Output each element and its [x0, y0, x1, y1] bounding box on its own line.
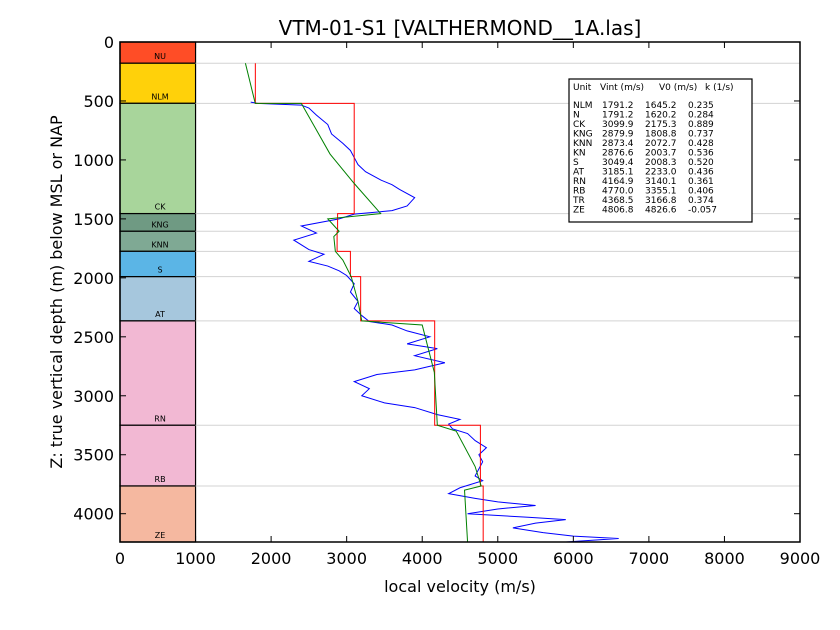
legend-cell: 0.428 [688, 139, 714, 149]
unit-label-nlm: NLM [151, 92, 168, 101]
legend-cell: 4826.6 [645, 206, 677, 216]
legend-cell: CK [573, 120, 586, 130]
y-tick-label: 2500 [73, 328, 114, 347]
x-tick-label: 0 [115, 549, 125, 568]
legend-cell: 3355.1 [645, 187, 677, 197]
legend-cell: 3099.9 [602, 120, 634, 130]
unit-label-ck: CK [155, 203, 167, 212]
legend-cell: 0.737 [688, 130, 714, 140]
velocity-log-line [250, 101, 619, 543]
y-tick-label: 4000 [73, 505, 114, 524]
legend-cell: 2008.3 [645, 158, 677, 168]
x-tick-label: 9000 [780, 549, 821, 568]
legend-cell: 3185.1 [602, 168, 634, 178]
legend-cell: 0.406 [688, 187, 714, 197]
legend-header-cell: k (1/s) [705, 83, 734, 93]
interval-velocity-line [254, 63, 484, 542]
legend-cell: 2879.9 [602, 130, 634, 140]
stratigraphic-units: NU NLM CK KNG KNN S AT RN RB ZE [119, 41, 197, 543]
unit-label-ze: ZE [155, 531, 166, 540]
unit-block-nlm [119, 62, 197, 104]
legend-header-cell: Vint (m/s) [600, 83, 644, 93]
unit-label-knn: KNN [151, 240, 168, 249]
legend-cell: 4164.9 [602, 177, 634, 187]
legend-cell: RB [573, 187, 585, 197]
x-tick-label: 5000 [477, 549, 518, 568]
legend-cell: 2873.4 [602, 139, 634, 149]
unit-label-kng: KNG [151, 220, 168, 229]
x-tick-label: 2000 [251, 549, 292, 568]
y-axis-label: Z: true vertical depth (m) below MSL or … [47, 115, 66, 469]
legend-cell: 3049.4 [602, 158, 634, 168]
x-tick-label: 6000 [553, 549, 594, 568]
y-tick-label: 1000 [73, 151, 114, 170]
y-tick-label: 3000 [73, 387, 114, 406]
plot-frame [119, 41, 801, 543]
legend-cell: 2072.7 [645, 139, 677, 149]
legend-cell: 0.235 [688, 101, 714, 111]
y-tick-label: 1500 [73, 210, 114, 229]
axis-ticks: 0 1000 2000 3000 4000 5000 6000 7000 8000 9000 0 50… [73, 33, 820, 568]
x-tick-label: 8000 [704, 549, 745, 568]
legend-box [568, 78, 753, 223]
legend-cell: RN [573, 177, 586, 187]
legend-cell: 0.436 [688, 168, 714, 178]
legend-cell: AT [573, 168, 584, 178]
plot-lines [244, 63, 619, 543]
legend-cell: 0.889 [688, 120, 714, 130]
y-tick-label: 500 [83, 92, 114, 111]
x-axis-label: local velocity (m/s) [384, 577, 536, 596]
legend-cell: KNG [573, 130, 593, 140]
unit-label-nu: NU [154, 52, 166, 61]
legend-cell: 2175.3 [645, 120, 677, 130]
legend-cell: 0.284 [688, 111, 714, 121]
legend-cell: 0.361 [688, 177, 714, 187]
legend-cell: 1645.2 [645, 101, 677, 111]
legend-cell: N [573, 111, 580, 121]
legend-cell: 2003.7 [645, 149, 677, 159]
y-tick-label: 3500 [73, 446, 114, 465]
y-tick-label: 2000 [73, 269, 114, 288]
chart-title: VTM-01-S1 [VALTHERMOND__1A.las] [279, 16, 642, 40]
unit-label-s: S [158, 266, 163, 275]
legend-table: Unit Vint (m/s) V0 (m/s) k (1/s) NLM 1791.2 16… [568, 78, 753, 223]
legend-cell: 4368.5 [602, 196, 634, 206]
legend-cell: 1791.2 [602, 101, 634, 111]
legend-cell: ZE [573, 206, 585, 216]
legend-cell: -0.057 [688, 206, 717, 216]
unit-label-rb: RB [155, 475, 166, 484]
unit-label-rn: RN [154, 414, 166, 423]
x-tick-label: 1000 [175, 549, 216, 568]
legend-cell: 2876.6 [602, 149, 634, 159]
x-tick-label: 3000 [326, 549, 367, 568]
legend-cell: KNN [573, 139, 592, 149]
legend-cell: 0.536 [688, 149, 714, 159]
legend-cell: 1620.2 [645, 111, 677, 121]
legend-cell: 2233.0 [645, 168, 677, 178]
legend-cell: 0.374 [688, 196, 714, 206]
legend-cell: KN [573, 149, 586, 159]
legend-cell: NLM [573, 101, 593, 111]
legend-cell: 3140.1 [645, 177, 677, 187]
legend-cell: TR [572, 196, 585, 206]
legend-cell: 4770.0 [602, 187, 634, 197]
legend-cell: 0.520 [688, 158, 714, 168]
x-tick-label: 4000 [402, 549, 443, 568]
unit-block-rn [119, 320, 197, 426]
legend-cell: 4806.8 [602, 206, 634, 216]
x-tick-label: 7000 [629, 549, 670, 568]
unit-block-ck [119, 102, 197, 215]
legend-cell: 1808.8 [645, 130, 677, 140]
y-tick-label: 0 [104, 33, 114, 52]
v0k-fit-line [244, 63, 482, 543]
legend-cell: 3166.8 [645, 196, 677, 206]
legend-header-cell: V0 (m/s) [659, 83, 697, 93]
legend-header-cell: Unit [573, 83, 592, 93]
unit-label-at: AT [155, 310, 165, 319]
legend-cell: S [573, 158, 579, 168]
legend-cell: 1791.2 [602, 111, 634, 121]
